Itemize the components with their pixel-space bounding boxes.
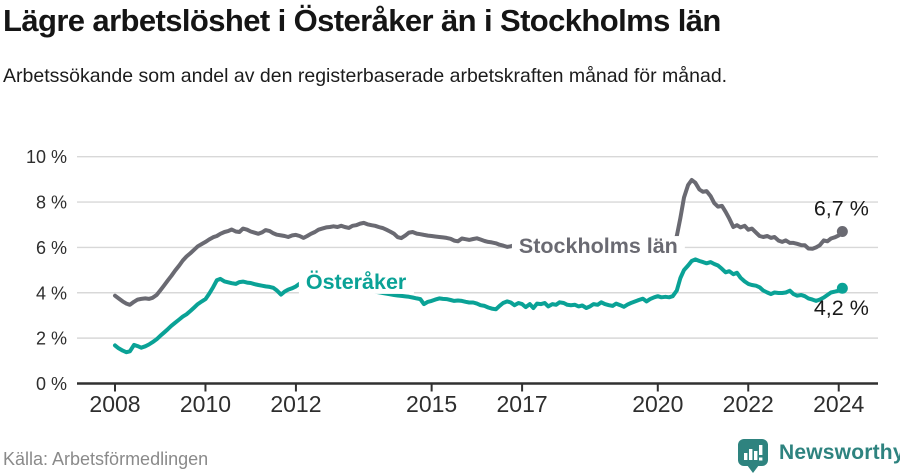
series-label-halo (298, 270, 414, 294)
series-end-value-label: 4,2 % (814, 296, 869, 320)
newsworthy-bubble-chart-icon (738, 439, 768, 473)
series-label: Stockholms län (519, 234, 678, 258)
y-tick-label: 8 % (36, 193, 67, 213)
x-tick-label: 2015 (406, 391, 457, 417)
series-end-value-label: 6,7 % (814, 197, 869, 221)
x-tick-label: 2012 (270, 391, 321, 417)
series-label-halo (511, 236, 685, 259)
y-tick-label: 0 % (36, 374, 67, 394)
page-subtitle: Arbetssökande som andel av den registerb… (3, 65, 728, 87)
source-note: Källa: Arbetsförmedlingen (3, 449, 209, 469)
series-label: Österåker (306, 269, 407, 294)
series-line--ster-ker (113, 257, 845, 355)
x-tick-label: 2008 (89, 391, 140, 417)
x-tick-label: 2020 (632, 391, 683, 417)
y-tick-label: 10 % (26, 147, 67, 167)
x-tick-label: 2022 (723, 391, 774, 417)
y-tick-label: 4 % (36, 283, 67, 303)
series-end-dot (836, 282, 848, 294)
y-tick-label: 6 % (36, 238, 67, 258)
newsworthy-wordmark: Newsworthy (779, 441, 900, 464)
x-tick-label: 2017 (497, 391, 548, 417)
y-tick-label: 2 % (36, 329, 67, 349)
x-tick-label: 2010 (180, 391, 231, 417)
series-end-dot (836, 226, 848, 238)
series-line-stockholms-l-n (113, 178, 845, 307)
newsworthy-logo[interactable]: Newsworthy (737, 438, 900, 474)
x-tick-label: 2024 (813, 391, 864, 417)
page-title: Lägre arbetslöshet i Österåker än i Stoc… (3, 3, 721, 38)
